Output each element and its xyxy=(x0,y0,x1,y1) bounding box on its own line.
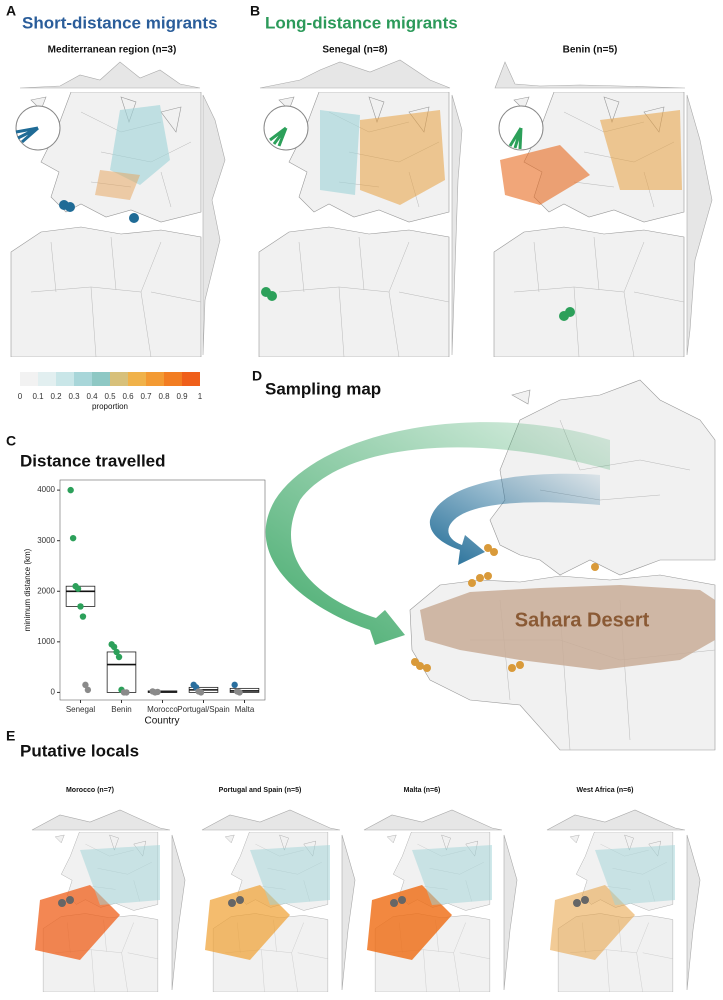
point xyxy=(74,585,82,592)
point xyxy=(77,603,84,610)
sample-point xyxy=(581,896,589,904)
sample-point xyxy=(228,899,236,907)
sample-point xyxy=(236,896,244,904)
sampling-map xyxy=(265,379,716,751)
colorbar-tick-label: 0 xyxy=(18,392,23,401)
map-overlay xyxy=(15,105,170,223)
map-title: West Africa (n=6) xyxy=(577,787,634,794)
map-title: Morocco (n=7) xyxy=(66,787,114,794)
density-right xyxy=(503,834,518,991)
density-top xyxy=(363,809,503,831)
panel-letter: D xyxy=(252,368,262,384)
colorbar-tick-label: 0.2 xyxy=(50,392,62,401)
density-top xyxy=(546,809,686,831)
map-overlay xyxy=(367,885,452,960)
point xyxy=(123,689,130,696)
sample-point xyxy=(573,899,581,907)
colorbar-tick-label: 0.5 xyxy=(104,392,116,401)
density-right xyxy=(341,834,356,991)
point xyxy=(115,653,123,661)
colorbar-tick-label: 0.4 xyxy=(86,392,98,401)
y-tick-label: 2000 xyxy=(37,586,55,595)
colorbar-tick-label: 0.6 xyxy=(122,392,134,401)
panel-letter: E xyxy=(6,728,15,744)
density-top xyxy=(494,61,686,89)
chart-title: Distance travelled xyxy=(20,451,166,470)
point xyxy=(113,648,120,656)
density-top xyxy=(201,809,341,831)
colorbar-tick-label: 0.7 xyxy=(140,392,152,401)
y-tick-label: 3000 xyxy=(37,536,55,545)
colorbar-tick-label: 0.3 xyxy=(68,392,80,401)
map-title: Mediterranean region (n=3) xyxy=(48,45,177,56)
map-overlay xyxy=(80,845,160,905)
sample-point xyxy=(66,896,74,904)
colorbar-tick-label: 0.8 xyxy=(158,392,170,401)
map-overlay xyxy=(412,845,492,905)
y-tick-label: 4000 xyxy=(37,485,55,494)
sample-point xyxy=(398,896,406,904)
map-title: Portugal and Spain (n=5) xyxy=(219,787,302,794)
point xyxy=(154,688,161,696)
y-tick-label: 0 xyxy=(51,688,56,697)
density-right xyxy=(451,94,463,356)
y-tick-label: 1000 xyxy=(37,637,55,646)
panel-title: Long-distance migrants xyxy=(265,13,458,32)
sample-point xyxy=(390,899,398,907)
colorbar xyxy=(20,372,200,386)
map-overlay xyxy=(250,845,330,905)
point xyxy=(231,681,238,689)
colorbar-tick-label: 1 xyxy=(198,392,203,401)
y-axis-label: minimum distance (km) xyxy=(23,548,32,631)
colorbar-tick-label: 0.9 xyxy=(176,392,188,401)
x-axis-label: Country xyxy=(144,716,179,727)
map-overlay xyxy=(595,845,675,905)
sample-point xyxy=(58,899,66,907)
point xyxy=(197,689,205,696)
colorbar-tick-label: 0.1 xyxy=(32,392,44,401)
x-tick-label: Malta xyxy=(235,705,255,714)
map-title: Malta (n=6) xyxy=(404,787,441,794)
map-overlay xyxy=(205,885,290,960)
map-title: Benin (n=5) xyxy=(563,45,618,56)
point xyxy=(84,686,92,694)
x-tick-label: Benin xyxy=(111,705,131,714)
density-right xyxy=(202,94,226,356)
panel-title: Putative locals xyxy=(20,741,139,760)
point xyxy=(67,486,74,494)
density-right xyxy=(686,94,713,356)
density-top xyxy=(31,809,171,831)
x-tick-label: Senegal xyxy=(66,705,96,714)
panel-title: Sampling map xyxy=(265,379,381,398)
colorbar-label: proportion xyxy=(92,402,128,411)
panel-letter: C xyxy=(6,433,16,449)
density-top xyxy=(259,59,451,89)
density-top xyxy=(19,61,201,89)
x-tick-label: Morocco xyxy=(147,705,178,714)
map-overlay xyxy=(261,105,682,321)
density-right xyxy=(171,834,186,991)
map-overlay xyxy=(35,885,120,960)
region-label: Sahara Desert xyxy=(515,609,650,631)
point xyxy=(110,643,118,651)
point xyxy=(79,613,87,620)
point xyxy=(69,534,77,542)
panel-letter: B xyxy=(250,3,260,19)
panel-letter: A xyxy=(6,3,16,19)
map-overlay xyxy=(550,885,635,960)
density-right xyxy=(686,834,701,991)
panel-title: Short-distance migrants xyxy=(22,13,218,32)
point xyxy=(236,689,243,696)
point xyxy=(82,681,89,689)
x-tick-label: Portugal/Spain xyxy=(177,705,229,714)
map-title: Senegal (n=8) xyxy=(322,45,387,56)
